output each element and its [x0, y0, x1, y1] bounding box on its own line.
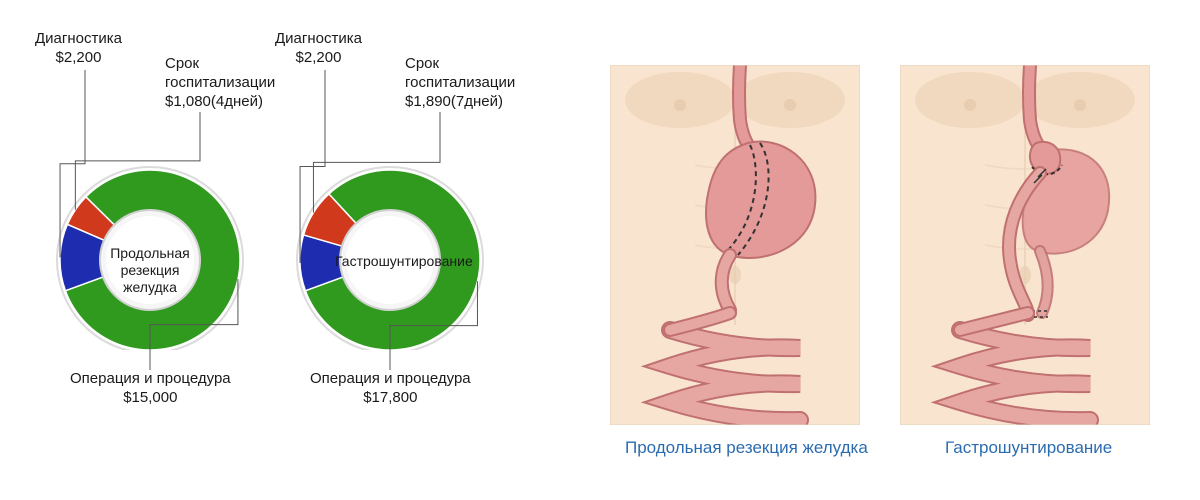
- label-b-diag: Диагностика $2,200: [275, 30, 362, 68]
- label-b-hosp-value: $1,890(7дней): [405, 93, 515, 112]
- anatomy-caption-a: Продольная резекция желудка: [625, 438, 868, 458]
- anatomy-diagram-a: [610, 65, 860, 425]
- anatomy-diagram-b: [900, 65, 1150, 425]
- label-b-diag-value: $2,200: [275, 49, 362, 68]
- label-b-hosp: Срокгоспитализации $1,890(7дней): [405, 55, 515, 111]
- label-b-oper-value: $17,800: [310, 389, 471, 408]
- label-b-hosp-title: Срокгоспитализации: [405, 55, 515, 93]
- label-b-oper-title: Операция и процедура: [310, 370, 471, 389]
- anatomy-caption-b: Гастрошунтирование: [945, 438, 1112, 458]
- label-b-oper: Операция и процедура $17,800: [310, 370, 471, 408]
- label-b-diag-title: Диагностика: [275, 30, 362, 49]
